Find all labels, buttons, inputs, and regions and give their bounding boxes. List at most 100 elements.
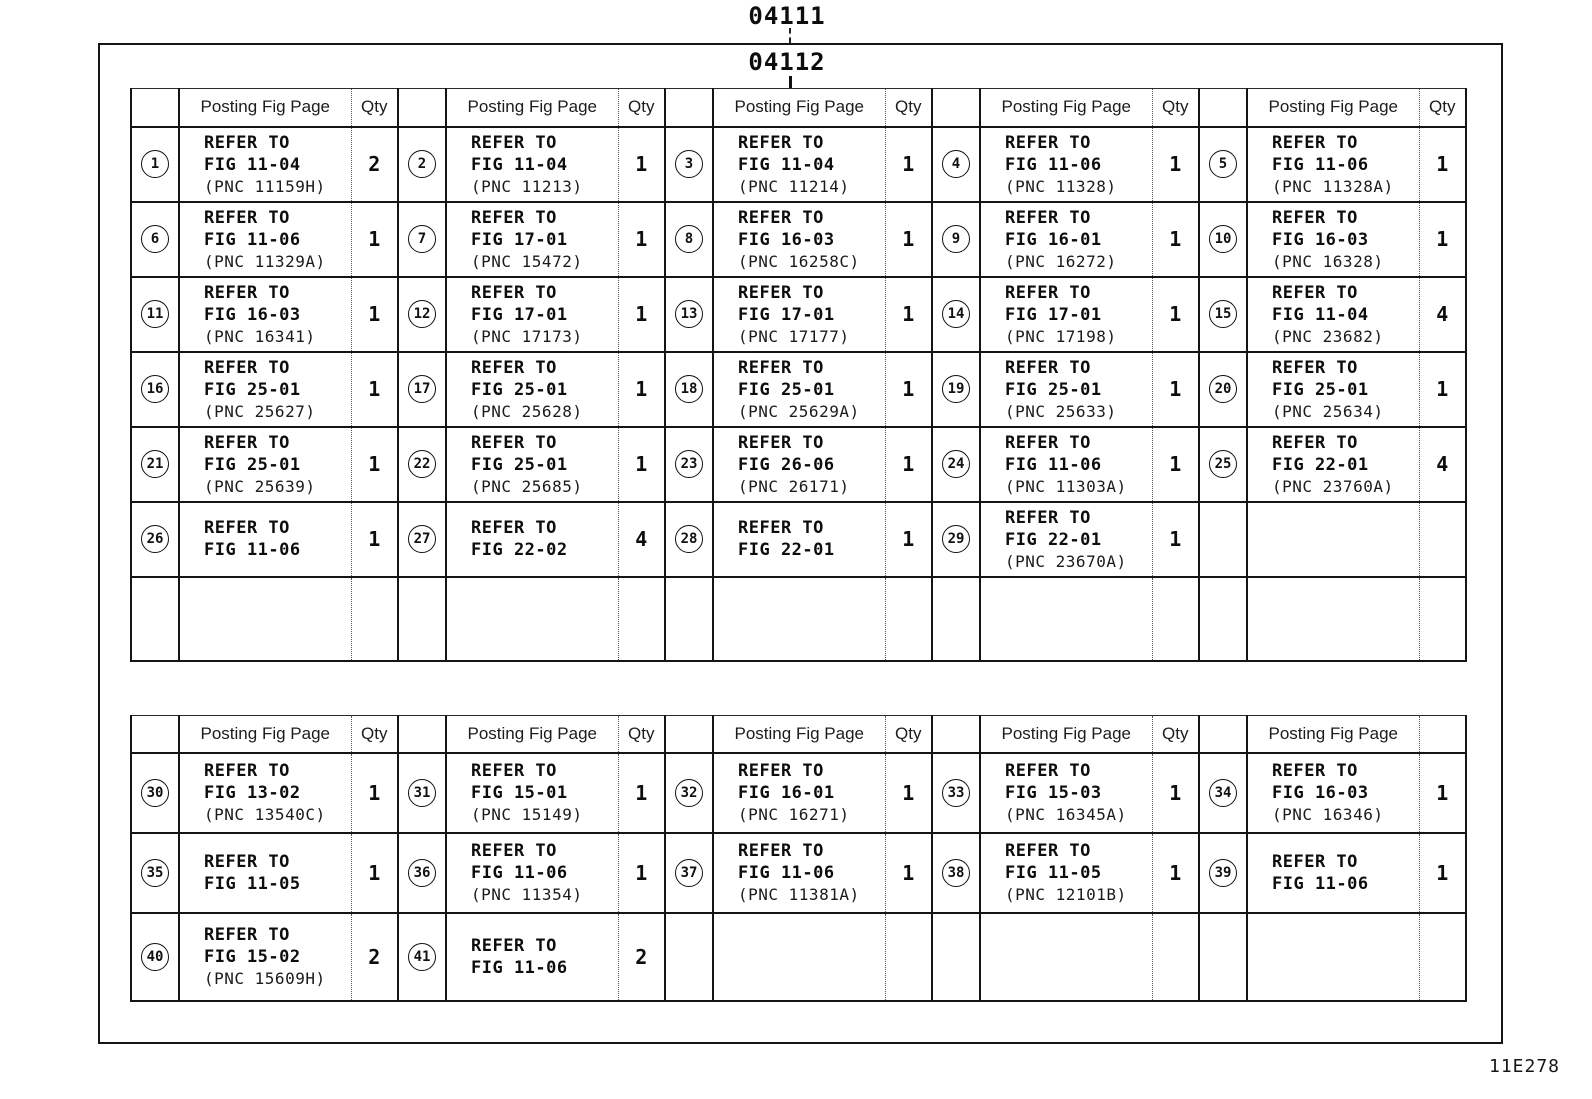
item-number-cell: 7	[397, 200, 447, 278]
item-number-badge: 5	[1209, 150, 1237, 178]
fig-page-line: FIG 16-01	[1005, 229, 1102, 250]
table-row: 40 REFER TO FIG 15-02 (PNC 15609H) 2 41 REFER …	[130, 911, 1467, 1002]
qty-cell	[1152, 911, 1200, 1002]
qty-value: 1	[1436, 377, 1449, 401]
fig-reference-text: REFER TO FIG 16-01 (PNC 16272)	[981, 207, 1151, 272]
qty-cell: 1	[1419, 831, 1467, 914]
fig-page-line: FIG 25-01	[738, 379, 835, 400]
refer-to-line: REFER TO	[471, 432, 557, 453]
qty-cell: 1	[1152, 200, 1200, 278]
qty-value: 1	[635, 152, 648, 176]
item-number-cell: 41	[397, 911, 447, 1002]
qty-cell: 1	[351, 200, 399, 278]
fig-reference-text: REFER TO FIG 11-06 (PNC 11354)	[447, 840, 617, 905]
qty-value: 1	[1169, 452, 1182, 476]
item-number-cell: 28	[664, 500, 714, 578]
fig-reference-text: REFER TO FIG 17-01 (PNC 17177)	[714, 282, 884, 347]
item-number-badge: 23	[675, 450, 703, 478]
pnc-line: (PNC 16341)	[204, 326, 316, 346]
qty-cell: 1	[885, 200, 933, 278]
qty-value: 1	[902, 377, 915, 401]
item-number-badge: 8	[675, 225, 703, 253]
item-number-badge: 10	[1209, 225, 1237, 253]
fig-page-line: FIG 22-01	[738, 540, 835, 560]
pnc-line: (PNC 16272)	[1005, 251, 1117, 271]
fig-page-line: FIG 11-06	[1272, 154, 1369, 175]
fig-reference-cell: REFER TO FIG 17-01 (PNC 17173)	[446, 275, 619, 353]
qty-value: 2	[635, 944, 648, 969]
fig-reference-cell: REFER TO FIG 25-01 (PNC 25628)	[446, 350, 619, 428]
qty-cell: 1	[618, 831, 666, 914]
item-number-cell: 31	[397, 751, 447, 834]
refer-to-line: REFER TO	[1005, 132, 1091, 153]
fig-reference-cell: REFER TO FIG 25-01 (PNC 25627)	[179, 350, 352, 428]
posting-fig-page-header: Posting Fig Page	[179, 88, 352, 128]
qty-value: 1	[1169, 302, 1182, 326]
qty-cell: 1	[885, 125, 933, 203]
fig-page-line: FIG 17-01	[738, 304, 835, 325]
fig-reference-cell: REFER TO FIG 26-06 (PNC 26171)	[713, 425, 886, 503]
refer-to-line: REFER TO	[1272, 851, 1358, 872]
qty-header: Qty	[1419, 88, 1467, 128]
item-number-cell: 23	[664, 425, 714, 503]
refer-to-line: REFER TO	[471, 935, 557, 956]
qty-cell: 1	[618, 425, 666, 503]
item-number-header	[1198, 88, 1248, 128]
fig-reference-cell: REFER TO FIG 16-03 (PNC 16328)	[1247, 200, 1420, 278]
refer-to-line: REFER TO	[204, 207, 290, 228]
fig-reference-cell	[1247, 911, 1420, 1002]
fig-reference-cell: REFER TO FIG 11-05	[179, 831, 352, 914]
fig-page-line: FIG 11-06	[738, 863, 835, 883]
item-number-cell: 35	[130, 831, 180, 914]
qty-value: 4	[635, 527, 648, 551]
posting-fig-page-header: Posting Fig Page	[980, 88, 1153, 128]
refer-to-line: REFER TO	[471, 761, 557, 781]
fig-page-line: FIG 11-06	[1272, 873, 1369, 894]
fig-reference-text: REFER TO FIG 11-06 (PNC 11303A)	[981, 432, 1151, 497]
qty-cell: 1	[618, 751, 666, 834]
pnc-line: (PNC 16258C)	[738, 251, 860, 271]
fig-reference-cell: REFER TO FIG 11-05 (PNC 12101B)	[980, 831, 1153, 914]
item-number-badge: 41	[408, 942, 436, 971]
item-number-badge: 32	[675, 778, 703, 807]
qty-value: 1	[635, 860, 648, 885]
fig-reference-cell: REFER TO FIG 25-01 (PNC 25633)	[980, 350, 1153, 428]
item-number-header	[130, 715, 180, 754]
fig-page-line: FIG 15-02	[204, 947, 301, 967]
fig-page-line: FIG 16-01	[738, 783, 835, 803]
qty-cell: 1	[351, 350, 399, 428]
fig-page-line: FIG 25-01	[471, 379, 568, 400]
refer-to-line: REFER TO	[1272, 357, 1358, 378]
qty-cell: 4	[1419, 425, 1467, 503]
fig-reference-cell: REFER TO FIG 13-02 (PNC 13540C)	[179, 751, 352, 834]
item-number-cell: 3	[664, 125, 714, 203]
pnc-line: (PNC 11328)	[1005, 176, 1117, 196]
item-number-badge: 22	[408, 450, 436, 478]
fig-reference-text: REFER TO FIG 22-01 (PNC 23760A)	[1248, 432, 1418, 497]
pnc-line: (PNC 11303A)	[1005, 476, 1127, 496]
qty-cell	[885, 575, 933, 662]
part-number-04111: 04111	[748, 2, 826, 30]
fig-reference-cell	[980, 575, 1153, 662]
fig-reference-cell: REFER TO FIG 16-03 (PNC 16341)	[179, 275, 352, 353]
refer-to-line: REFER TO	[471, 841, 557, 861]
fig-reference-text: REFER TO FIG 25-01 (PNC 25633)	[981, 357, 1151, 422]
fig-page-line: FIG 13-02	[204, 783, 301, 803]
posting-table-lower: Posting Fig Page Qty Posting Fig Page Qty Po…	[130, 715, 1467, 1002]
fig-reference-text: REFER TO FIG 25-01 (PNC 25639)	[180, 432, 350, 497]
qty-value: 1	[1169, 377, 1182, 401]
pnc-line: (PNC 26171)	[738, 476, 850, 496]
qty-header: Qty	[618, 715, 666, 754]
table-row: 30 REFER TO FIG 13-02 (PNC 13540C) 1 31 REFER …	[130, 751, 1467, 834]
fig-page-line: FIG 11-04	[471, 154, 568, 175]
page-code: 11E278	[1489, 1056, 1561, 1077]
fig-reference-text: REFER TO FIG 11-06 (PNC 11381A)	[714, 840, 884, 905]
item-number-badge: 1	[141, 150, 169, 178]
item-number-badge: 40	[141, 942, 169, 971]
item-number-header	[931, 88, 981, 128]
fig-reference-cell: REFER TO FIG 11-04 (PNC 11214)	[713, 125, 886, 203]
fig-page-line: FIG 17-01	[471, 304, 568, 325]
qty-value: 4	[1436, 302, 1449, 326]
item-number-badge: 11	[141, 300, 169, 328]
qty-cell: 2	[618, 911, 666, 1002]
